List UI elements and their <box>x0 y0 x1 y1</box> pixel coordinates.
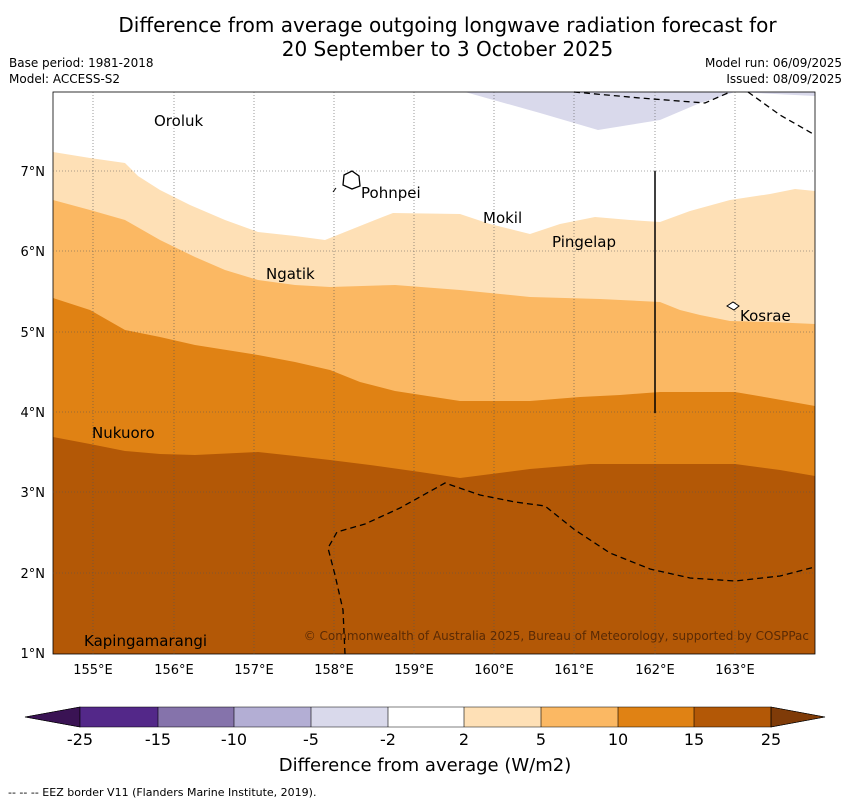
eez-border-northeast <box>747 91 816 136</box>
lon-label: 160°E <box>474 663 514 678</box>
colorbar-tick: 15 <box>684 730 704 749</box>
colorbar-tick: -15 <box>145 730 171 749</box>
lon-label: 161°E <box>554 663 594 678</box>
place-pohnpei: Pohnpei <box>361 184 421 202</box>
place-mokil: Mokil <box>483 209 522 227</box>
longitude-labels: 155°E 156°E 157°E 158°E 159°E 160°E 161°… <box>73 663 755 678</box>
colorbar: -25 -15 -10 -5 -2 2 5 10 15 25 <box>24 706 826 749</box>
colorbar-swatch <box>388 707 464 727</box>
colorbar-tick: -25 <box>67 730 93 749</box>
colorbar-min-arrow <box>24 706 81 728</box>
model-name: Model: ACCESS-S2 <box>9 72 121 86</box>
map-frame <box>52 91 816 655</box>
lon-label: 158°E <box>314 663 354 678</box>
place-ngatik: Ngatik <box>266 265 315 283</box>
colorbar-swatch <box>618 707 694 727</box>
colorbar-max-arrow <box>770 706 826 728</box>
lon-label: 163°E <box>715 663 755 678</box>
colorbar-tick: -2 <box>380 730 396 749</box>
lat-label: 3°N <box>21 486 46 501</box>
colorbar-tick: -5 <box>303 730 319 749</box>
map-title: Difference from average outgoing longwav… <box>0 13 850 61</box>
contour-negative-small <box>465 92 815 130</box>
footnote-eez: -- -- -- EEZ border V11 (Flanders Marine… <box>8 786 317 799</box>
lon-label: 159°E <box>394 663 434 678</box>
eez-borders <box>327 91 816 655</box>
map-plot <box>52 91 816 655</box>
eez-border-north <box>573 91 731 104</box>
lat-label: 6°N <box>21 245 46 260</box>
colorbar-swatch <box>464 707 541 727</box>
place-oroluk: Oroluk <box>154 112 203 130</box>
kosrae-island-outline <box>726 301 740 311</box>
place-pingelap: Pingelap <box>552 233 616 251</box>
colorbar-swatch <box>234 707 311 727</box>
colorbar-tick: 25 <box>761 730 781 749</box>
colorbar-swatch <box>694 707 771 727</box>
eez-border-south <box>327 482 816 655</box>
colorbar-title: Difference from average (W/m2) <box>278 755 572 776</box>
colorbar-swatch <box>80 707 158 727</box>
lon-label: 156°E <box>154 663 194 678</box>
colorbar-tick: 5 <box>536 730 546 749</box>
latitude-labels: 7°N 6°N 5°N 4°N 3°N 2°N 1°N <box>21 165 46 662</box>
place-labels: Oroluk Pohnpei Mokil Pingelap Ngatik Kos… <box>84 112 791 650</box>
title-line-1: Difference from average outgoing longwav… <box>118 13 777 37</box>
colorbar-tick: 10 <box>608 730 628 749</box>
colorbar-tick: -10 <box>221 730 247 749</box>
lat-label: 5°N <box>21 326 46 341</box>
lat-label: 4°N <box>21 406 46 421</box>
colorbar-swatch <box>541 707 618 727</box>
issued-date: Issued: 08/09/2025 <box>726 72 842 86</box>
colorbar-swatch <box>158 707 234 727</box>
base-period: Base period: 1981-2018 <box>9 56 154 70</box>
copyright-notice: © Commonwealth of Australia 2025, Bureau… <box>304 629 809 643</box>
colorbar-swatch <box>311 707 388 727</box>
model-run: Model run: 06/09/2025 <box>704 56 842 70</box>
pohnpei-island-outline <box>342 170 361 190</box>
islet-mark <box>332 187 337 193</box>
lat-label: 2°N <box>21 567 46 582</box>
lon-label: 157°E <box>234 663 274 678</box>
place-nukuoro: Nukuoro <box>92 424 155 442</box>
lon-label: 155°E <box>73 663 113 678</box>
lat-label: 7°N <box>21 165 46 180</box>
lat-label: 1°N <box>21 647 46 662</box>
contour-15-25 <box>53 437 815 654</box>
title-line-2: 20 September to 3 October 2025 <box>281 37 614 61</box>
colorbar-tick: 2 <box>459 730 469 749</box>
place-kapingamarangi: Kapingamarangi <box>84 632 207 650</box>
place-kosrae: Kosrae <box>740 307 791 325</box>
lon-label: 162°E <box>635 663 675 678</box>
